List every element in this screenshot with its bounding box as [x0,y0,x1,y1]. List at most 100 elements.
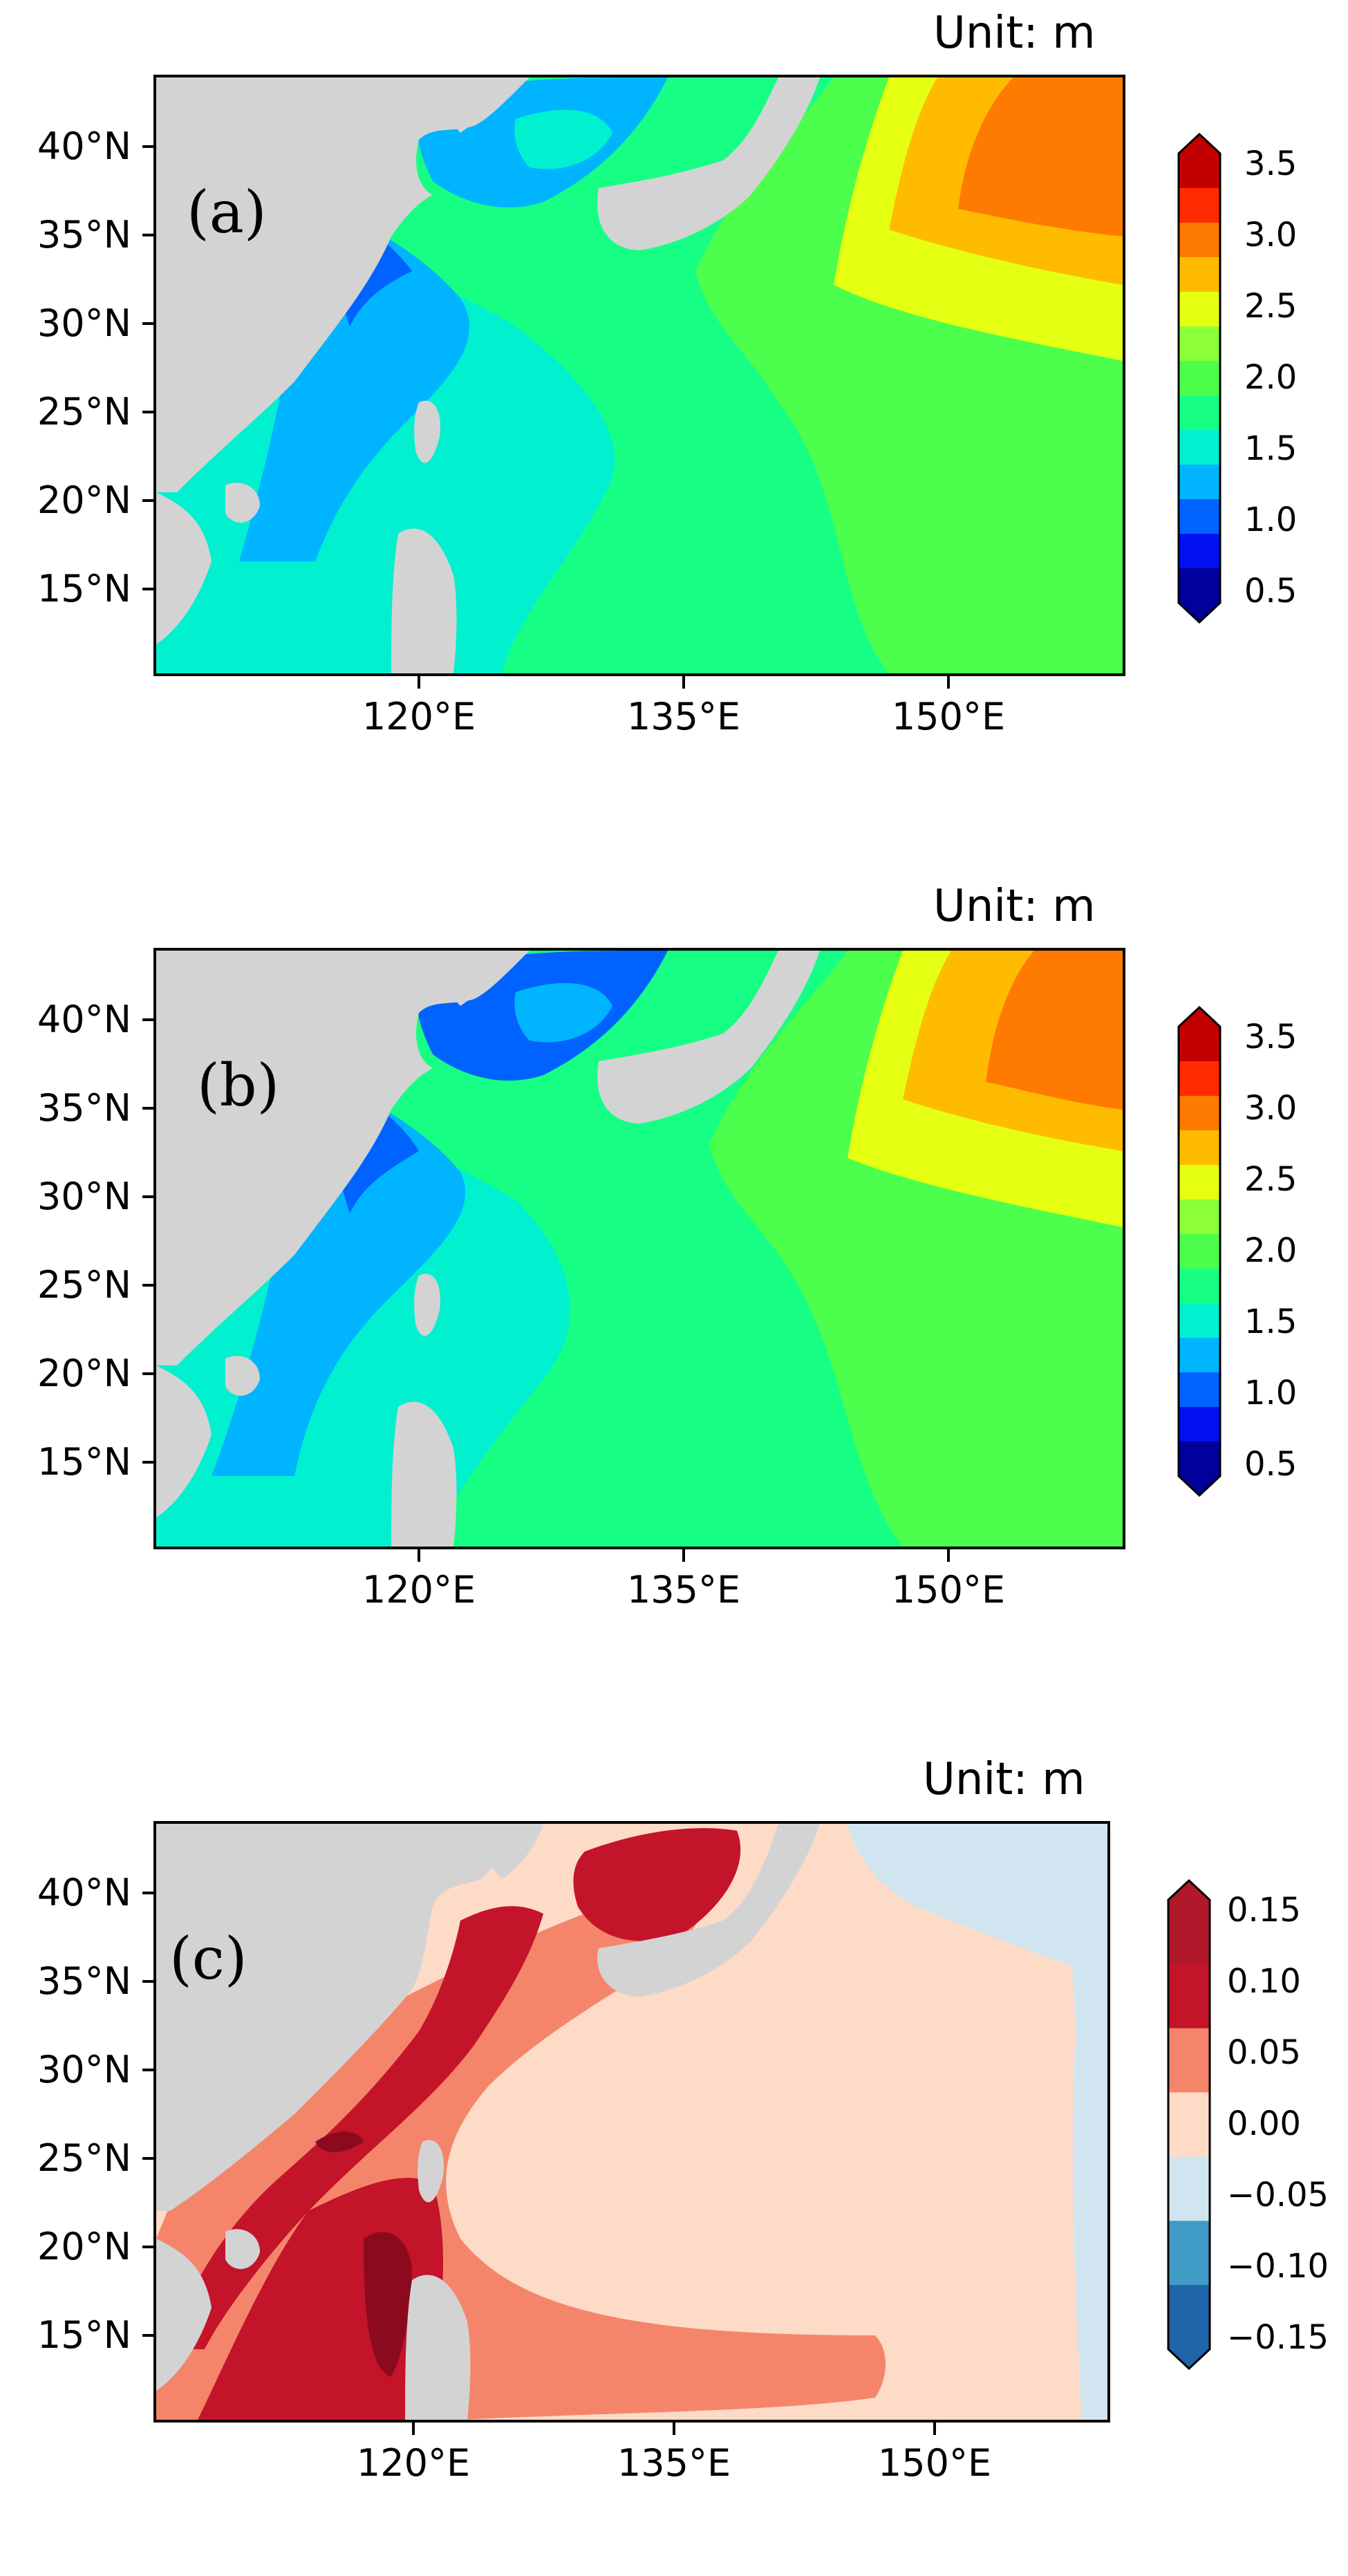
colorbar-level [1179,153,1220,189]
colorbar-extend-max [1179,1007,1220,1027]
colorbar-level [1179,1061,1220,1096]
japan-islands [597,77,820,250]
colorbar [1175,1005,1224,1500]
map-graphic [156,1824,1107,2420]
colorbar-level [1179,1407,1220,1442]
lon-tick-mark [418,676,420,689]
colorbar-level [1179,534,1220,569]
lon-tick-label: 120°E [362,1568,476,1612]
colorbar-tick-label: −0.15 [1227,2318,1329,2357]
colorbar-level [1179,1130,1220,1166]
colorbar-tick-label: 2.0 [1244,358,1298,397]
korea-peninsula [444,77,502,133]
indochina-landmass [156,492,212,644]
lat-tick-mark [142,2069,155,2071]
diff-negative-zone-north [848,1824,1107,1976]
lon-tick-label: 120°E [362,695,476,738]
lon-tick-mark [682,676,685,689]
colorbar-tick-label: 1.5 [1244,1303,1298,1341]
colorbar-tick-label: 2.0 [1244,1231,1298,1270]
lat-tick-mark [142,2334,155,2337]
colorbar-tick-label: 0.5 [1244,1445,1298,1484]
colorbar-tick-label: −0.05 [1227,2176,1329,2214]
lat-tick-mark [142,1107,155,1110]
diff-negative-zone-east [1069,1907,1107,2420]
lat-tick-label: 30°N [37,1175,131,1218]
colorbar-level [1179,499,1220,534]
lat-tick-mark [142,2246,155,2248]
wave-height-map [153,75,1125,676]
colorbar-segments [1168,1880,1210,2369]
lat-tick-mark [142,322,155,325]
lat-tick-mark [142,1980,155,1983]
japan-islands [597,1824,820,1997]
lon-tick-label: 150°E [891,695,1006,738]
lat-tick-mark [142,588,155,590]
colorbar-level [1179,292,1220,327]
colorbar-segments [1179,1007,1220,1495]
hs-shelf-1.0 [212,1068,466,1476]
colorbar-tick-label: 0.05 [1227,2033,1301,2072]
colorbar-segments [1179,134,1220,622]
lat-tick-label: 25°N [37,390,131,433]
lat-tick-label: 25°N [37,2136,131,2180]
unit-label: Unit: m [933,8,1096,59]
colorbar-graphic [1177,1005,1221,1497]
lat-tick-mark [142,1892,155,1894]
colorbar-level [1179,465,1220,500]
lat-tick-mark [142,1018,155,1021]
colorbar-level [1179,1372,1220,1408]
colorbar-level [1179,1027,1220,1062]
colorbar-level [1179,395,1220,431]
indochina-landmass [156,1365,212,1518]
colorbar-tick-label: −0.10 [1227,2247,1329,2286]
colorbar-level [1168,2285,1210,2350]
colorbar-graphic [1167,1878,1211,2371]
colorbar-tick-label: 1.0 [1244,1374,1298,1412]
diff-zone-0.15-small [315,2131,364,2152]
panel-b: Unit: m (b) 40°N 35°N 30°N 25°N 20°N 15°… [0,873,1348,1703]
colorbar-level [1179,1096,1220,1131]
china-landmass [156,951,530,1365]
taiwan-island [418,2140,444,2203]
lat-tick-label: 40°N [37,124,131,168]
colorbar-tick-label: 3.5 [1244,144,1298,183]
diff-zone-0.10-shelf [170,1906,543,2349]
colorbar-level [1179,188,1220,223]
lon-tick-label: 135°E [617,2441,731,2485]
lon-tick-mark [947,1549,950,1562]
colorbar-tick-label: 0.10 [1227,1962,1301,2001]
colorbar-tick-label: 0.15 [1227,1891,1301,1930]
colorbar-level [1179,430,1220,465]
map-graphic [156,77,1123,673]
hainan-island [225,2229,260,2269]
lat-tick-mark [142,145,155,148]
colorbar-extend-min [1168,2349,1210,2369]
colorbar-tick-label: 1.5 [1244,429,1298,468]
colorbar-tick-label: 1.0 [1244,501,1298,539]
hainan-island [225,483,260,523]
diff-zone-0.15 [364,2232,412,2377]
lat-tick-label: 25°N [37,1263,131,1307]
lat-tick-label: 20°N [37,2225,131,2268]
colorbar-level [1179,326,1220,362]
lat-tick-label: 40°N [37,1871,131,1914]
korea-peninsula [485,1824,543,1879]
hs-zone-3.0 [986,951,1123,1110]
philippines-islands [405,2275,471,2420]
lat-tick-label: 15°N [37,1440,131,1484]
colorbar-level [1179,1441,1220,1477]
hs-zone-3.0 [958,77,1123,236]
colorbar-tick-label: 0.00 [1227,2104,1301,2143]
lon-tick-label: 150°E [877,2441,992,2485]
colorbar [1165,1878,1213,2373]
colorbar-outline [1177,1005,1221,1497]
colorbar-outline [1167,1878,1211,2371]
colorbar-tick-label: 0.5 [1244,572,1298,610]
lat-tick-label: 35°N [37,213,131,256]
colorbar-level [1179,1234,1220,1269]
lat-tick-label: 20°N [37,478,131,522]
lon-tick-mark [933,2423,936,2435]
indochina-landmass [156,2239,212,2391]
wave-height-difference-map [153,1821,1110,2423]
